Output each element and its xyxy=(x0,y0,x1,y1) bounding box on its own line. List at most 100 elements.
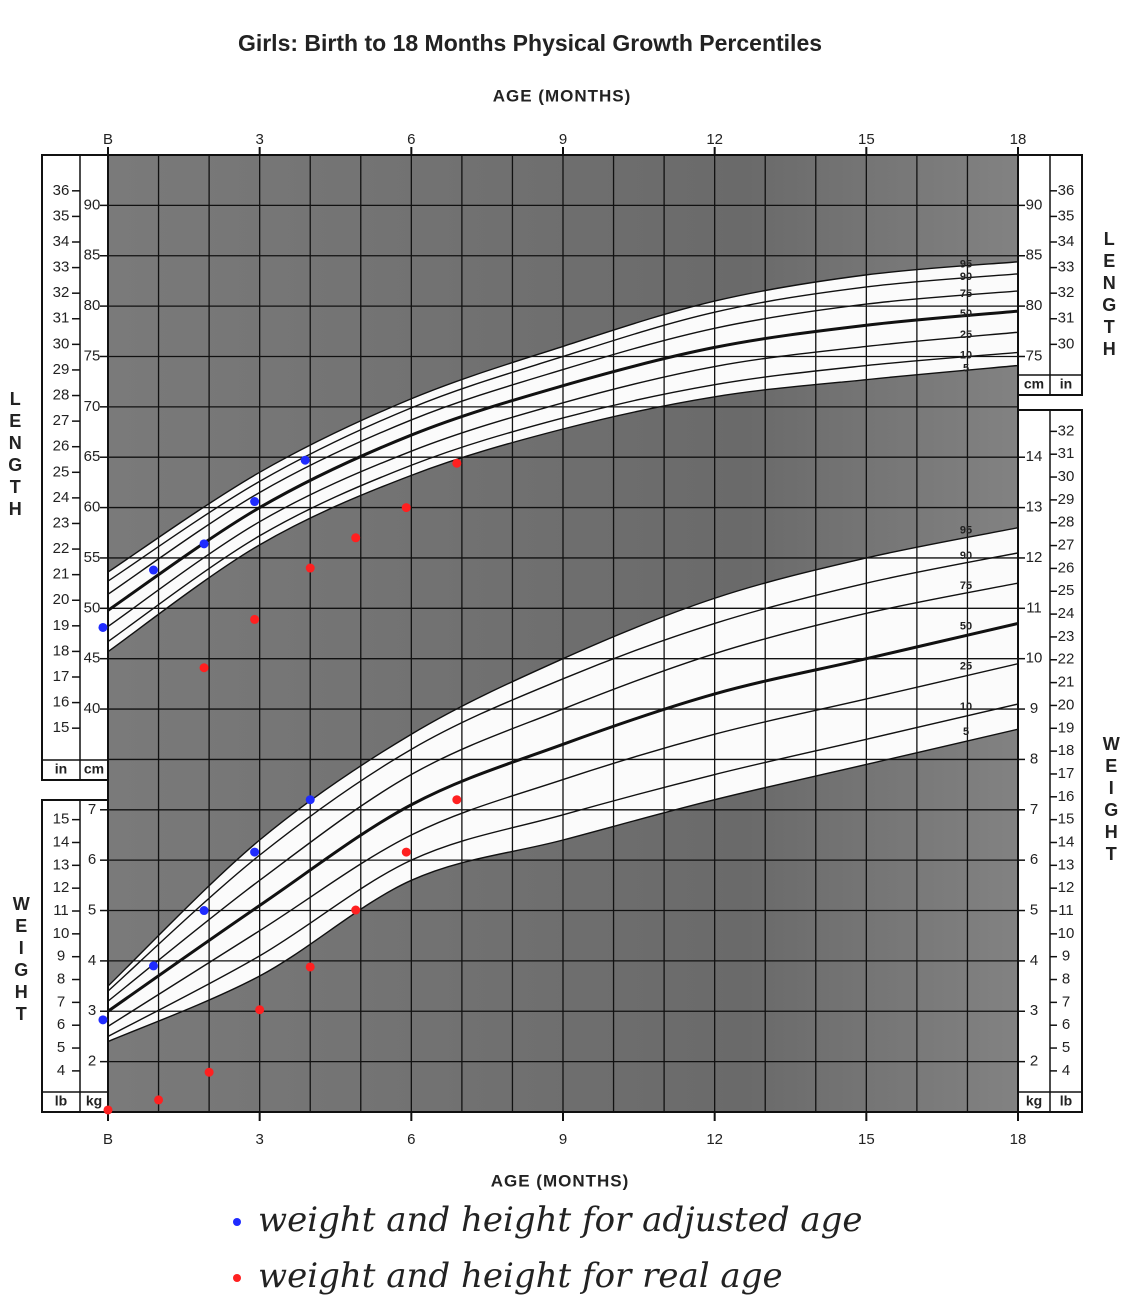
y-tick-label: 13 xyxy=(1058,856,1075,873)
percentile-curve xyxy=(107,663,1019,1027)
y-tick-label: 3 xyxy=(88,1002,96,1019)
y-tick-label: 23 xyxy=(1058,628,1075,645)
unit-label: cm xyxy=(1024,376,1044,392)
y-tick-label: 25 xyxy=(1058,582,1075,599)
x-tick-label: 3 xyxy=(255,131,263,148)
y-axis-label: WEIGHT xyxy=(11,894,31,1026)
unit-label: kg xyxy=(86,1093,102,1109)
y-tick-label: 80 xyxy=(1026,297,1043,314)
unit-label: lb xyxy=(1060,1093,1072,1109)
y-tick-label: 23 xyxy=(53,514,70,531)
y-tick-label: 8 xyxy=(57,970,65,987)
y-tick-label: 35 xyxy=(53,207,70,224)
y-tick-label: 7 xyxy=(57,993,65,1010)
x-tick-label: 18 xyxy=(1010,131,1027,148)
x-tick-label: 9 xyxy=(559,131,567,148)
x-axis-label: AGE (MONTHS) xyxy=(491,1171,630,1190)
y-tick-label: 9 xyxy=(57,948,65,965)
y-tick-label: 35 xyxy=(1058,207,1075,224)
y-tick-label: 5 xyxy=(1062,1039,1070,1056)
data-point xyxy=(351,533,361,543)
unit-label: lb xyxy=(55,1093,67,1109)
y-tick-label: 26 xyxy=(1058,559,1075,576)
y-tick-label: 4 xyxy=(88,952,96,969)
data-point xyxy=(452,458,462,468)
legend-label: weight and height for adjusted age xyxy=(258,1200,863,1240)
y-tick-label: 7 xyxy=(1030,801,1038,818)
y-axis-label: LENGTH xyxy=(1099,229,1119,361)
data-point xyxy=(98,622,108,632)
percentile-curve xyxy=(107,703,1019,1038)
y-tick-label: 2 xyxy=(88,1053,96,1070)
y-tick-label: 27 xyxy=(53,412,70,429)
y-tick-label: 34 xyxy=(53,233,70,250)
y-tick-label: 12 xyxy=(1026,549,1043,566)
percentile-curve xyxy=(107,621,1019,1013)
data-point xyxy=(351,905,361,915)
data-point xyxy=(401,847,411,857)
data-point xyxy=(305,962,315,972)
x-tick-label: 3 xyxy=(255,1131,263,1148)
data-point xyxy=(199,663,209,673)
percentile-label: 95 xyxy=(960,259,972,271)
percentile-curve xyxy=(107,728,1019,1043)
y-tick-label: 45 xyxy=(84,650,101,667)
y-tick-label: 9 xyxy=(1062,948,1070,965)
data-point xyxy=(250,847,260,857)
legend-marker xyxy=(233,1218,241,1226)
y-tick-label: 19 xyxy=(1058,719,1075,736)
percentile-curve xyxy=(107,364,1019,653)
y-tick-label: 28 xyxy=(1058,514,1075,531)
unit-label: in xyxy=(55,761,67,777)
data-point xyxy=(199,539,209,549)
y-tick-label: 60 xyxy=(84,499,101,516)
unit-label: in xyxy=(1060,376,1072,392)
percentile-label: 90 xyxy=(960,550,972,562)
y-tick-label: 12 xyxy=(1058,879,1075,896)
x-tick-label: B xyxy=(103,131,113,148)
y-tick-label: 34 xyxy=(1058,233,1075,250)
percentile-curve xyxy=(107,309,1019,612)
legend: weight and height for adjusted age weight… xyxy=(233,1200,863,1296)
percentile-label: 5 xyxy=(963,726,969,738)
percentile-curve xyxy=(107,552,1019,992)
y-tick-label: 29 xyxy=(53,361,70,378)
y-tick-label: 3 xyxy=(1030,1002,1038,1019)
y-tick-label: 7 xyxy=(88,801,96,818)
y-tick-label: 27 xyxy=(1058,537,1075,554)
percentile-curve xyxy=(107,273,1019,582)
y-tick-label: 14 xyxy=(1026,448,1043,465)
x-tick-label: 9 xyxy=(559,1131,567,1148)
percentile-curve xyxy=(107,582,1019,1002)
percentile-label: 25 xyxy=(960,661,972,673)
y-tick-label: 21 xyxy=(1058,674,1075,691)
data-point xyxy=(300,455,310,465)
y-tick-label: 10 xyxy=(53,925,70,942)
y-tick-label: 10 xyxy=(1058,925,1075,942)
y-tick-label: 5 xyxy=(88,901,96,918)
y-tick-label: 65 xyxy=(84,448,101,465)
y-tick-label: 6 xyxy=(1062,1016,1070,1033)
y-tick-label: 22 xyxy=(53,540,70,557)
y-tick-label: 29 xyxy=(1058,491,1075,508)
y-tick-label: 10 xyxy=(1026,650,1043,667)
y-tick-label: 33 xyxy=(53,259,70,276)
data-point xyxy=(204,1067,214,1077)
y-tick-label: 31 xyxy=(53,310,70,327)
data-point xyxy=(250,497,260,507)
y-tick-label: 31 xyxy=(1058,445,1075,462)
y-tick-label: 14 xyxy=(53,833,70,850)
y-tick-label: 4 xyxy=(1062,1062,1070,1079)
y-tick-label: 24 xyxy=(1058,605,1075,622)
data-point xyxy=(255,1005,265,1015)
y-tick-label: 4 xyxy=(57,1062,65,1079)
axis-box xyxy=(41,154,109,781)
y-tick-label: 6 xyxy=(1030,851,1038,868)
percentile-label: 25 xyxy=(960,329,972,341)
x-tick-label: 6 xyxy=(407,1131,415,1148)
data-point xyxy=(154,1095,164,1105)
legend-marker xyxy=(233,1274,241,1282)
y-tick-label: 17 xyxy=(1058,765,1075,782)
